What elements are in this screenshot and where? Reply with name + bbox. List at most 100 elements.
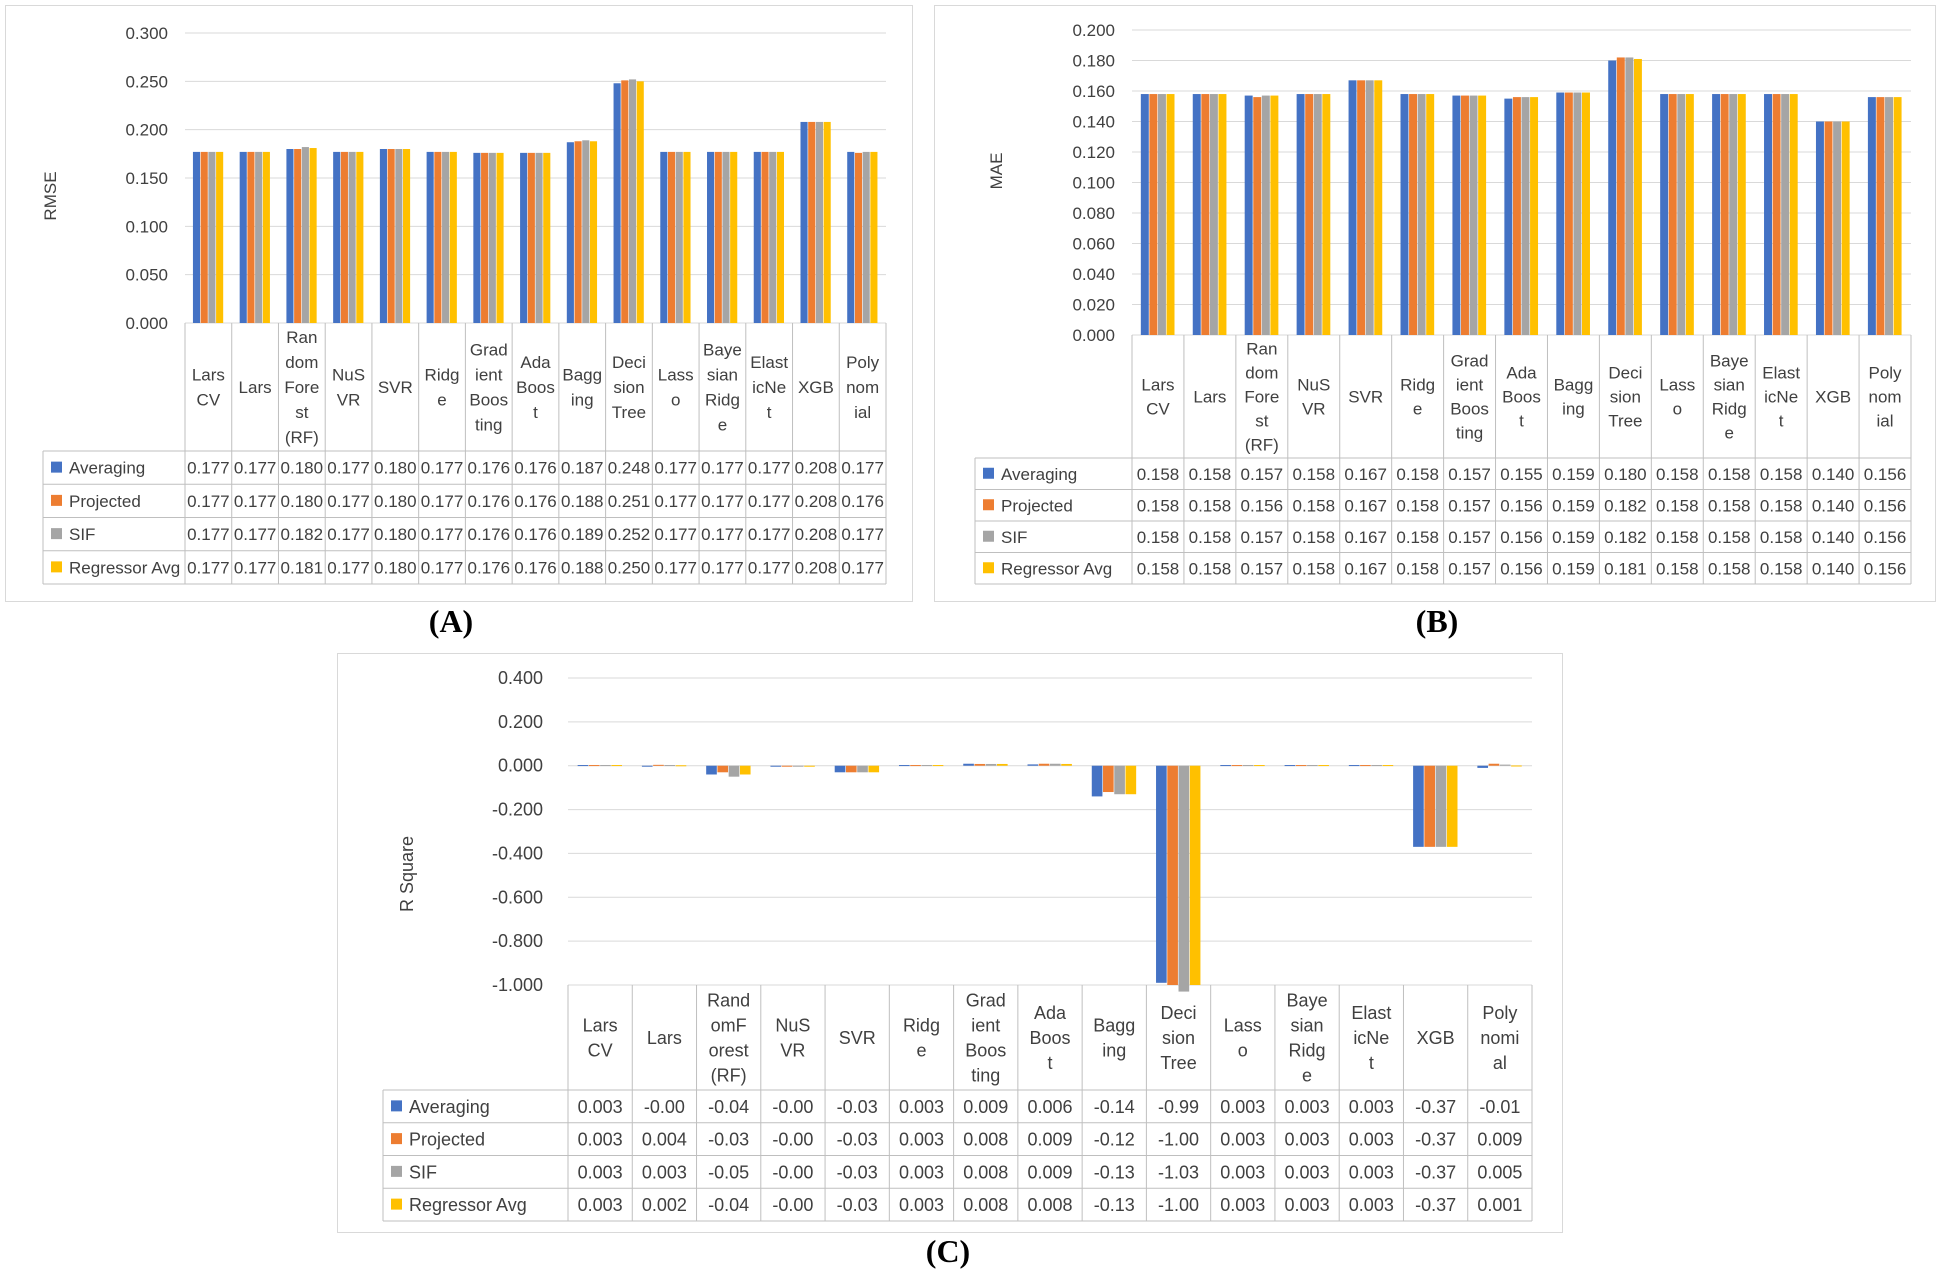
- y-axis-title: MAE: [987, 153, 1006, 190]
- data-label: 0.006: [1027, 1097, 1072, 1117]
- bar: [1668, 94, 1677, 335]
- data-label: 0.180: [281, 459, 324, 478]
- data-label: 0.177: [187, 525, 230, 544]
- data-label: 0.140: [1812, 559, 1855, 578]
- data-label: 0.177: [701, 525, 744, 544]
- data-label: 0.158: [1396, 496, 1439, 515]
- data-label: 0.159: [1552, 496, 1595, 515]
- data-label: 0.003: [1220, 1195, 1265, 1215]
- data-label: 0.156: [1241, 496, 1284, 515]
- category-label: Bagg ing: [1093, 1015, 1135, 1060]
- bar: [1478, 95, 1487, 335]
- y-tick-label: 0.020: [1072, 296, 1115, 315]
- bar: [1512, 97, 1521, 335]
- category-label: Ada Boos t: [516, 353, 555, 422]
- data-label: 0.156: [1864, 559, 1907, 578]
- data-label: 0.182: [281, 525, 324, 544]
- data-label: 0.177: [327, 525, 370, 544]
- data-label: -0.37: [1415, 1130, 1456, 1150]
- category-label: SVR: [378, 378, 413, 397]
- bar: [870, 151, 878, 323]
- bar: [675, 765, 687, 767]
- category-label: XGB: [1417, 1028, 1455, 1048]
- bar: [262, 151, 270, 323]
- legend-swatch: [51, 561, 62, 573]
- data-label: -0.99: [1158, 1097, 1199, 1117]
- bar: [1209, 94, 1218, 335]
- data-label: 0.008: [963, 1195, 1008, 1215]
- bar: [1469, 95, 1478, 335]
- data-label: 0.158: [1656, 465, 1699, 484]
- legend-label: SIF: [69, 525, 95, 544]
- bar: [761, 151, 769, 323]
- caption-b: (B): [1415, 603, 1459, 639]
- category-label: NuS VR: [1297, 375, 1330, 418]
- data-label: 0.177: [654, 459, 697, 478]
- bar: [1400, 94, 1409, 335]
- data-label: 0.180: [374, 459, 417, 478]
- data-label: 0.189: [561, 525, 604, 544]
- bar: [1140, 94, 1149, 335]
- category-label: Elast icNe t: [1351, 1003, 1391, 1073]
- data-label: -0.13: [1094, 1195, 1135, 1215]
- data-label: 0.002: [642, 1195, 687, 1215]
- category-label: Deci sion Tree: [1608, 363, 1642, 430]
- legend-swatch: [51, 494, 62, 506]
- category-label: Lass o: [658, 365, 694, 409]
- y-tick-label: 0.080: [1072, 204, 1115, 223]
- legend-swatch: [391, 1165, 402, 1177]
- bar: [847, 151, 855, 323]
- y-tick-label: 0.100: [125, 217, 168, 236]
- bar: [395, 149, 403, 323]
- category-label: Deci sion Tree: [1160, 1003, 1196, 1073]
- data-label: 0.003: [1285, 1195, 1330, 1215]
- bar: [208, 151, 216, 323]
- data-label: 0.158: [1292, 528, 1335, 547]
- data-label: 0.155: [1500, 465, 1543, 484]
- legend-swatch: [391, 1198, 402, 1210]
- bar: [1254, 765, 1265, 767]
- bar: [1313, 94, 1322, 335]
- bar: [1178, 765, 1190, 992]
- bar: [1720, 94, 1729, 335]
- bar: [473, 152, 481, 323]
- data-label: 0.251: [608, 492, 651, 511]
- bar: [781, 765, 793, 767]
- legend-swatch: [51, 528, 62, 540]
- legend-label: Averaging: [409, 1097, 490, 1117]
- data-label: -0.01: [1479, 1097, 1520, 1117]
- bar: [574, 141, 582, 323]
- bar: [1348, 80, 1357, 335]
- bar: [200, 151, 208, 323]
- data-label: 0.158: [1137, 559, 1180, 578]
- bar: [1685, 94, 1694, 335]
- y-tick-label: 0.040: [1072, 265, 1115, 284]
- data-label: 0.176: [514, 492, 557, 511]
- data-label: 0.009: [1027, 1162, 1072, 1182]
- bar: [1231, 765, 1243, 767]
- category-label: Baye sian Ridg e: [703, 340, 742, 434]
- bar: [1616, 57, 1625, 335]
- bar: [356, 151, 364, 323]
- data-label: 0.159: [1552, 559, 1595, 578]
- bar: [192, 151, 201, 323]
- data-label: 0.177: [748, 525, 791, 544]
- data-label: -0.37: [1415, 1195, 1456, 1215]
- bar: [974, 763, 986, 766]
- legend-label: SIF: [409, 1162, 437, 1182]
- bar: [1348, 765, 1360, 767]
- bar: [1556, 92, 1565, 336]
- y-axis-title: RMSE: [41, 171, 60, 220]
- data-label: 0.003: [578, 1195, 623, 1215]
- bar: [641, 765, 653, 767]
- data-label: 0.158: [1137, 465, 1180, 484]
- bar: [449, 151, 457, 323]
- data-label: 0.003: [1349, 1097, 1394, 1117]
- bar: [753, 151, 761, 323]
- bar: [301, 147, 309, 323]
- bar: [333, 151, 341, 323]
- data-label: 0.177: [421, 525, 464, 544]
- legend-label: Averaging: [69, 459, 145, 478]
- bar: [247, 151, 255, 323]
